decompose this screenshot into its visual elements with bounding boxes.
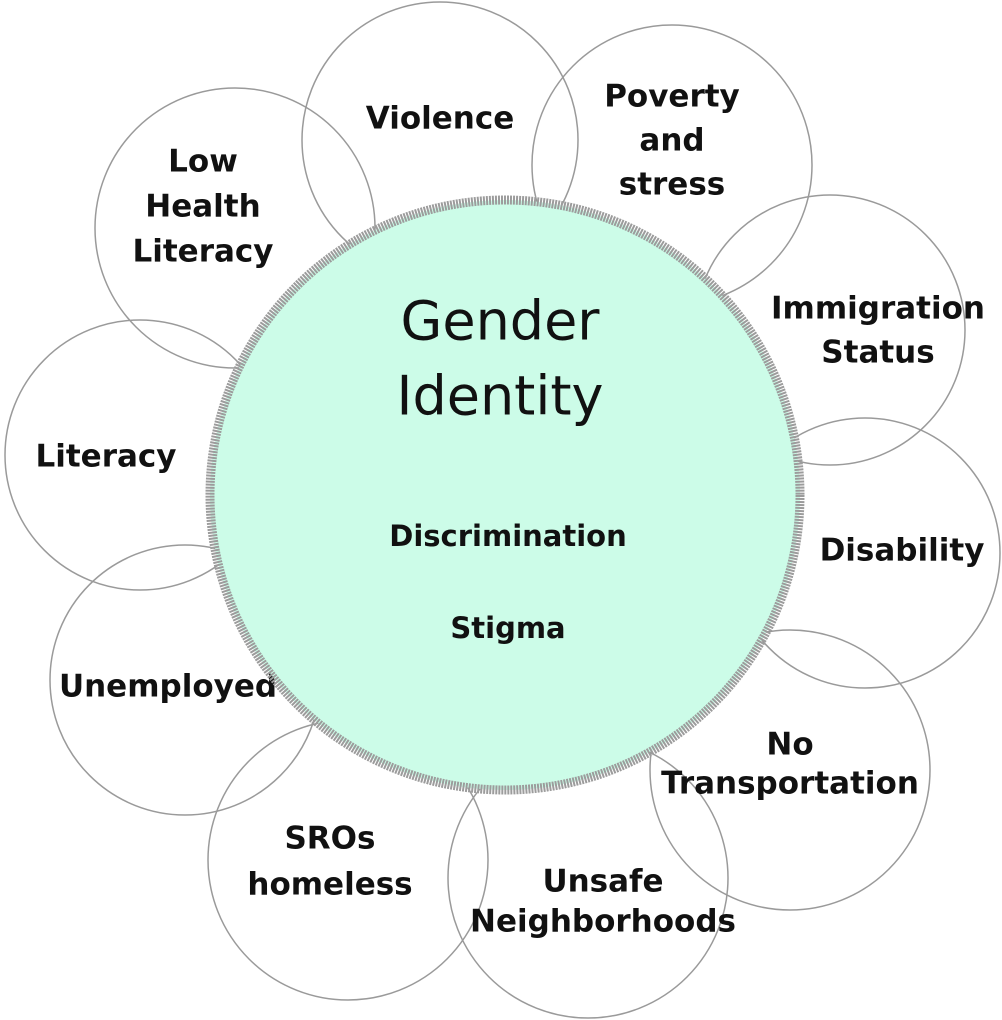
center-item: Stigma [450, 611, 565, 645]
node-label: Unsafe [542, 864, 663, 900]
center-labels: Gender Identity Discrimination Stigma [389, 290, 626, 645]
center-item: Discrimination [389, 519, 626, 553]
node-label: SROs [284, 821, 375, 857]
node-label: Immigration [771, 291, 985, 327]
node-label: Low [168, 144, 238, 180]
node-label: Disability [820, 533, 985, 569]
center-title: Identity [397, 365, 604, 428]
node-label: Literacy [35, 439, 176, 475]
node-label: Poverty [604, 79, 740, 115]
node-label: Neighborhoods [470, 904, 736, 940]
node-label: Transportation [661, 766, 919, 802]
node-label: Literacy [132, 234, 273, 270]
node-circle [649, 629, 931, 911]
node-label: Health [145, 189, 260, 225]
node-label: and [639, 123, 704, 159]
node-labels: Violence Poverty and stress Low Health Literac… [35, 79, 985, 940]
center-circle [205, 195, 805, 795]
node-label: homeless [247, 867, 412, 903]
node-label: Violence [366, 101, 515, 137]
node-label: stress [619, 167, 726, 203]
center-title: Gender [401, 290, 601, 353]
node-label: Status [821, 335, 934, 371]
node-label: Unemployed [59, 669, 277, 705]
node-label: No [766, 727, 813, 763]
